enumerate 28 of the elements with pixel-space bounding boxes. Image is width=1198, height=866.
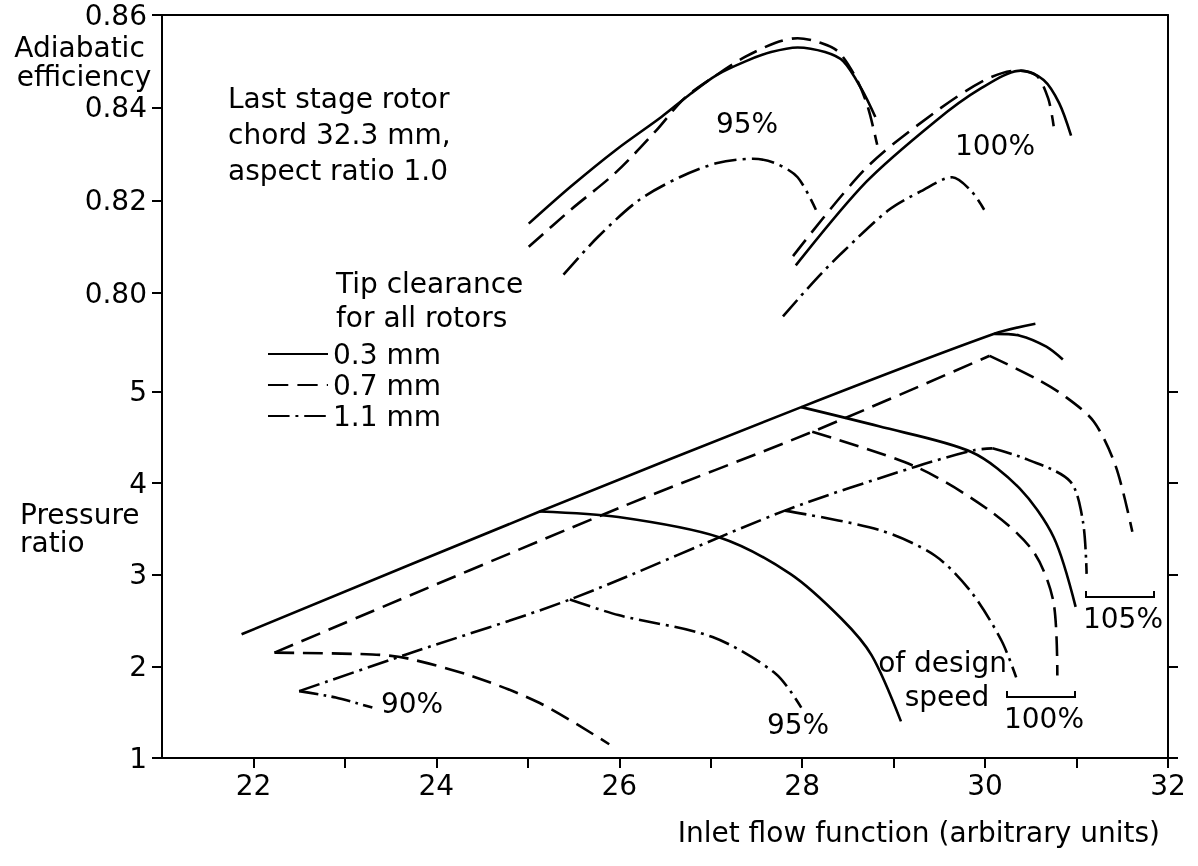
- legend-label: 1.1 mm: [333, 399, 441, 433]
- x-axis-title: Inlet flow function (arbitrary units): [677, 815, 1161, 849]
- annotation: Last stage rotor chord 32.3 mm, aspect ratio 1.0: [228, 81, 460, 187]
- x-tick-label: 24: [418, 768, 455, 802]
- y-tick-label: 0.80: [84, 276, 147, 310]
- annotation: 95%: [715, 106, 779, 140]
- x-tick-label: 32: [1150, 768, 1186, 802]
- annotation: 100%: [954, 128, 1036, 162]
- y-tick-label: 2: [129, 649, 147, 683]
- y-tick-label: 0.86: [84, 0, 147, 32]
- legend-title: Tip clearance for all rotors: [335, 266, 533, 334]
- x-tick-label: 22: [235, 768, 272, 802]
- x-tick-label: 26: [601, 768, 638, 802]
- annotation: 95%: [766, 707, 830, 741]
- legend-label: 0.7 mm: [333, 368, 441, 402]
- y-tick-label: 0.82: [84, 183, 147, 217]
- x-tick-label: 28: [784, 768, 820, 802]
- legend-label: 0.3 mm: [333, 337, 441, 371]
- y-tick-label: 0.84: [84, 91, 147, 125]
- y-tick-label: 5: [129, 375, 147, 409]
- y-tick-label: 3: [129, 558, 147, 592]
- y-axis-title: Adiabatic efficiency: [14, 31, 154, 93]
- y-tick-label: 1: [129, 741, 147, 775]
- y-tick-label: 4: [129, 466, 147, 500]
- annotation: 105%: [1082, 601, 1164, 635]
- y-axis-title: Pressure ratio: [20, 497, 149, 559]
- x-tick-label: 30: [967, 768, 1003, 802]
- annotation: 90%: [380, 686, 444, 720]
